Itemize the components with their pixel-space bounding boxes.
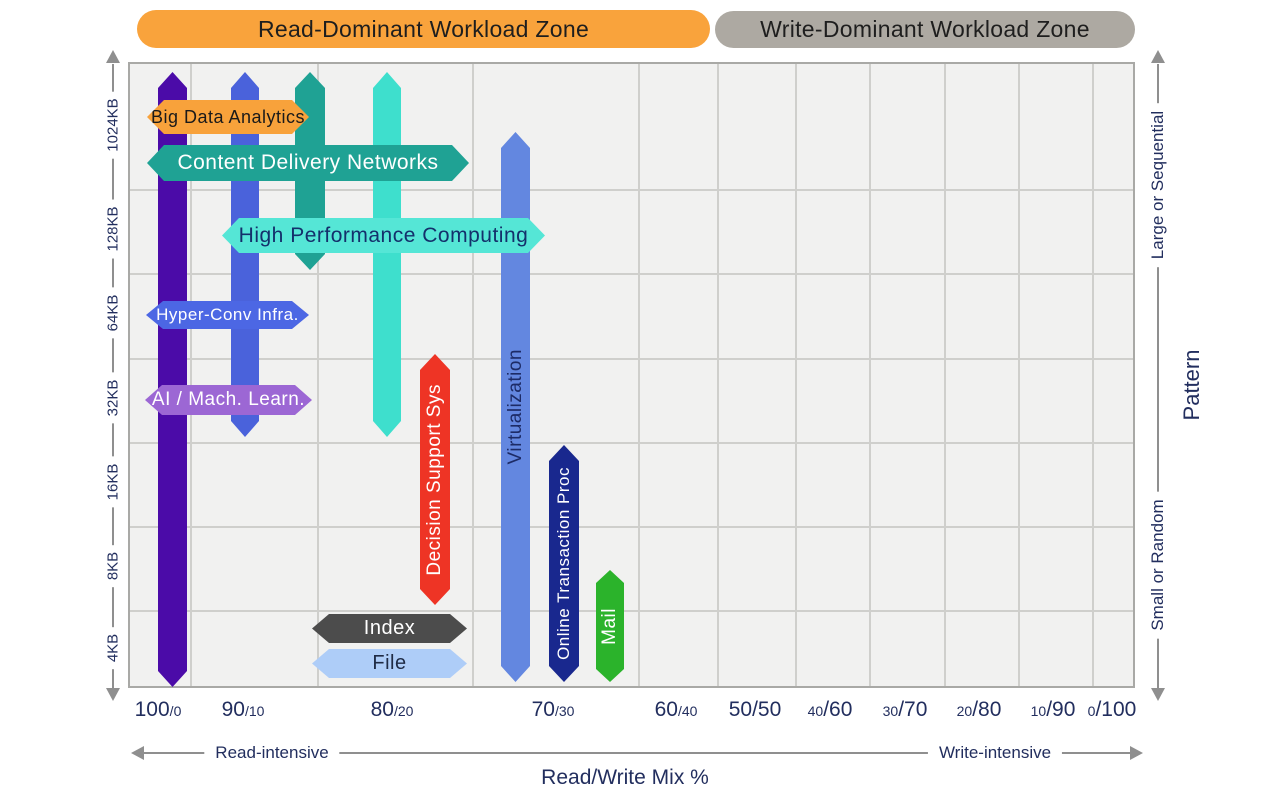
x-tick-text: 20 [956, 703, 973, 719]
x-tick-text: 100 [134, 698, 170, 721]
ai-ml-arrow-label: AI / Mach. Learn. [151, 389, 306, 410]
decision-support-bar: Decision Support Sys [420, 354, 450, 605]
write-dominant-zone-pill: Write-Dominant Workload Zone [715, 11, 1135, 48]
gridline-horizontal-1 [130, 273, 1133, 275]
gridline-vertical-3 [638, 64, 640, 686]
x-tick-text: /30 [554, 703, 575, 719]
mail-bar: Mail [596, 570, 624, 682]
big-data-analytics-arrow: Big Data Analytics [147, 100, 309, 134]
hyper-conv-arrow: Hyper-Conv Infra. [146, 301, 309, 329]
pattern-axis-line [1157, 64, 1159, 688]
block-size-label-4kb: 4KB [104, 626, 122, 670]
x-tick-text: 70 [531, 698, 555, 721]
x-tick-10-90: 10/90 [1031, 698, 1076, 722]
gridline-horizontal-4 [130, 526, 1133, 528]
block-size-axis-arrow-down [106, 688, 120, 701]
gridline-vertical-0 [190, 64, 192, 686]
x-tick-80-20: 80/20 [371, 698, 414, 722]
block-size-label-1024kb: 1024KB [104, 91, 122, 159]
x-tick-0-100: 0/100 [1088, 698, 1137, 722]
x-tick-50-50: 50/50 [729, 698, 782, 722]
block-size-label-8kb: 8KB [104, 544, 122, 588]
hyper-conv-arrow-label: Hyper-Conv Infra. [156, 305, 299, 324]
x-tick-60-40: 60/40 [655, 698, 698, 722]
decision-support-bar-label: Decision Support Sys [424, 383, 445, 576]
x-tick-70-30: 70/30 [532, 698, 575, 722]
x-tick-text: /60 [823, 698, 853, 721]
x-tick-text: /20 [393, 703, 414, 719]
block-size-label-32kb: 32KB [104, 372, 122, 424]
file-arrow: File [312, 649, 467, 678]
x-tick-20-80: 20/80 [957, 698, 1002, 722]
read-write-axis-arrow-left [131, 746, 144, 760]
content-delivery-arrow: Content Delivery Networks [147, 145, 469, 181]
large-sequential-label: Large or Sequential [1148, 102, 1168, 268]
read-dominant-zone-pill: Read-Dominant Workload Zone [137, 10, 710, 48]
block-size-label-64kb: 64KB [104, 287, 122, 339]
x-tick-text: 30 [882, 703, 899, 719]
x-tick-text: /10 [244, 703, 265, 719]
plot-area: Decision Support Sys Virtualization Online… [128, 62, 1135, 688]
x-tick-text: /100 [1095, 698, 1137, 721]
x-tick-100-0: 100/0 [135, 698, 182, 722]
pattern-axis-arrow-down [1151, 688, 1165, 701]
read-write-axis-arrow-right [1130, 746, 1143, 760]
content-delivery-arrow-label: Content Delivery Networks [177, 151, 439, 174]
x-tick-90-10: 90/10 [222, 698, 265, 722]
x-tick-text: 10 [1030, 703, 1047, 719]
read-write-axis-line [140, 752, 1134, 754]
x-tick-text: /40 [677, 703, 698, 719]
block-size-label-16kb: 16KB [104, 456, 122, 508]
x-tick-text: 0 [1087, 703, 1096, 719]
big-data-analytics-arrow-label: Big Data Analytics [150, 106, 306, 127]
x-tick-30-70: 30/70 [883, 698, 928, 722]
ai-ml-arrow: AI / Mach. Learn. [145, 385, 312, 415]
x-tick-text: 50/50 [728, 698, 782, 721]
x-tick-text: /70 [898, 698, 928, 721]
mail-bar-label: Mail [599, 607, 620, 645]
pattern-axis-title: Pattern [1179, 349, 1204, 421]
hpc-arrow: High Performance Computing [222, 218, 545, 253]
gridline-vertical-5 [795, 64, 797, 686]
block-size-label-128kb: 128KB [104, 199, 122, 259]
oltp-bar-label: Online Transaction Proc [554, 467, 573, 660]
x-tick-text: 90 [221, 698, 245, 721]
index-arrow: Index [312, 614, 467, 643]
x-tick-40-60: 40/60 [808, 698, 853, 722]
x-tick-text: /0 [169, 703, 182, 719]
gridline-vertical-9 [1092, 64, 1094, 686]
small-random-label: Small or Random [1148, 491, 1168, 639]
index-arrow-label: Index [363, 617, 416, 639]
file-arrow-label: File [372, 652, 407, 674]
gridline-vertical-4 [717, 64, 719, 686]
oltp-bar: Online Transaction Proc [549, 445, 579, 682]
virtualization-bar-label: Virtualization [504, 349, 526, 465]
x-tick-text: 40 [807, 703, 824, 719]
gridline-vertical-6 [869, 64, 871, 686]
hpc-arrow-label: High Performance Computing [238, 223, 529, 247]
block-size-axis-arrow-up [106, 50, 120, 63]
gridline-horizontal-3 [130, 442, 1133, 444]
x-tick-text: 80 [370, 698, 394, 721]
gridline-vertical-8 [1018, 64, 1020, 686]
gridline-horizontal-2 [130, 358, 1133, 360]
write-intensive-label: Write-intensive [927, 743, 1063, 763]
x-tick-text: /80 [972, 698, 1002, 721]
x-axis-title: Read/Write Mix % [541, 766, 709, 789]
gridline-vertical-2 [472, 64, 474, 686]
gridline-horizontal-5 [130, 610, 1133, 612]
gridline-vertical-1 [317, 64, 319, 686]
read-intensive-label: Read-intensive [204, 743, 340, 763]
x-tick-text: 60 [654, 698, 678, 721]
virtualization-bar: Virtualization [501, 132, 530, 682]
pattern-axis-arrow-up [1151, 50, 1165, 63]
gridline-horizontal-0 [130, 189, 1133, 191]
x-tick-text: /90 [1046, 698, 1076, 721]
gridline-vertical-7 [944, 64, 946, 686]
read-mix-80-20-bar [373, 72, 401, 437]
